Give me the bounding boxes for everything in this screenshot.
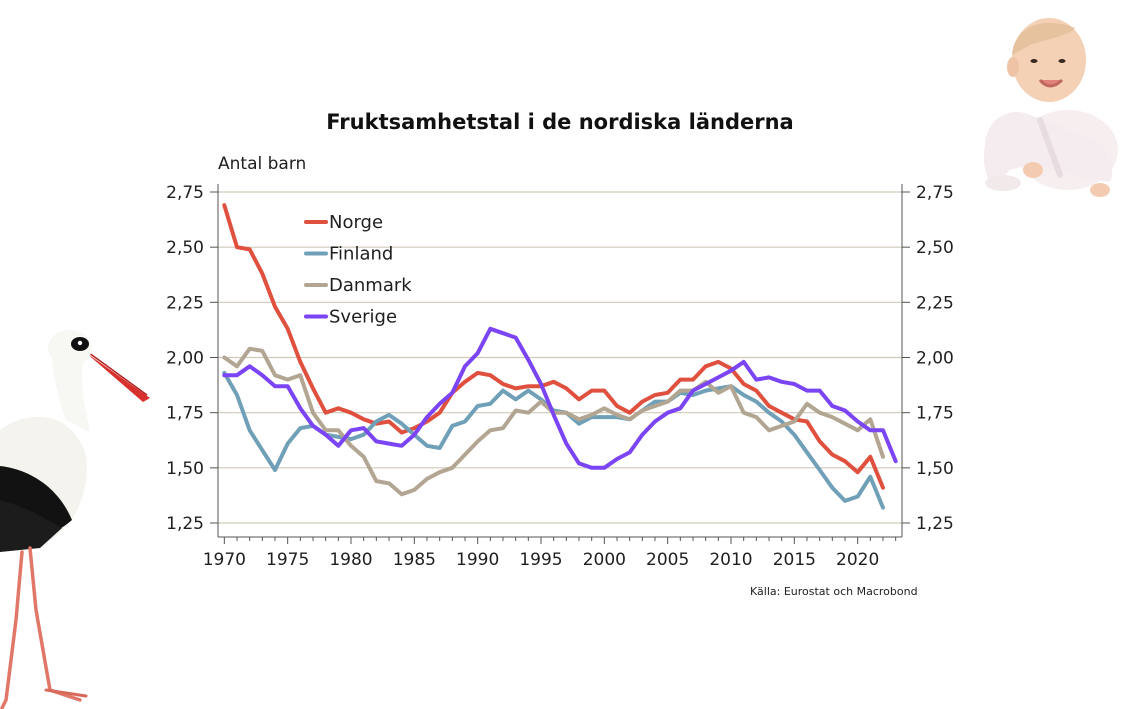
y-tick-label-left: 2,00 [166,349,204,369]
series-line-sverige [222,326,898,470]
y-tick-label-right: 2,75 [916,183,954,203]
stork-illustration [0,330,150,709]
x-tick-label: 1990 [456,550,499,570]
y-tick-label-right: 2,00 [916,349,954,369]
y-tick-label-left: 2,50 [166,238,204,258]
x-axis: 1970 1975 1980 1985 1990 1995 2000 2005 2010 2015… [203,184,903,570]
series-lines [222,203,898,510]
legend-label-finland: Finland [329,244,393,265]
series-line-finland [222,370,885,510]
y-axis-unit-label: Antal barn [218,154,306,174]
legend-label-norge: Norge [329,212,383,233]
baby-illustration [983,18,1118,197]
legend-label-sverige: Sverige [329,307,397,328]
x-tick-label: 1995 [519,550,562,570]
legend: Norge Finland Danmark Sverige [304,212,412,328]
y-tick-label-left: 1,25 [166,514,204,534]
gridlines [218,191,902,524]
y-tick-label-right: 2,25 [916,293,954,313]
y-tick-label-left: 2,25 [166,293,204,313]
x-tick-label: 2010 [709,550,752,570]
x-tick-label: 1975 [266,550,309,570]
y-tick-label-right: 1,75 [916,404,954,424]
x-tick-label: 2000 [583,550,626,570]
x-tick-label: 2015 [773,550,816,570]
y-axis-right-ticks: 2,75 2,50 2,25 2,00 1,75 1,50 1,25 [902,183,954,534]
y-axis-left-ticks: 2,75 2,50 2,25 2,00 1,75 1,50 1,25 [166,183,218,534]
y-tick-label-right: 1,25 [916,514,954,534]
y-tick-label-right: 2,50 [916,238,954,258]
series-line-norge [222,203,885,490]
x-tick-label: 1985 [393,550,436,570]
y-tick-label-left: 1,50 [166,459,204,479]
x-tick-label: 1970 [203,550,246,570]
source-note: Källa: Eurostat och Macrobond [750,585,918,598]
chart-title: Fruktsamhetstal i de nordiska länderna [326,110,793,134]
y-tick-label-right: 1,50 [916,459,954,479]
x-tick-label: 1980 [329,550,372,570]
y-tick-label-left: 2,75 [166,183,204,203]
legend-label-danmark: Danmark [329,275,412,296]
x-tick-label: 2020 [836,550,879,570]
y-tick-label-left: 1,75 [166,404,204,424]
x-tick-label: 2005 [646,550,689,570]
